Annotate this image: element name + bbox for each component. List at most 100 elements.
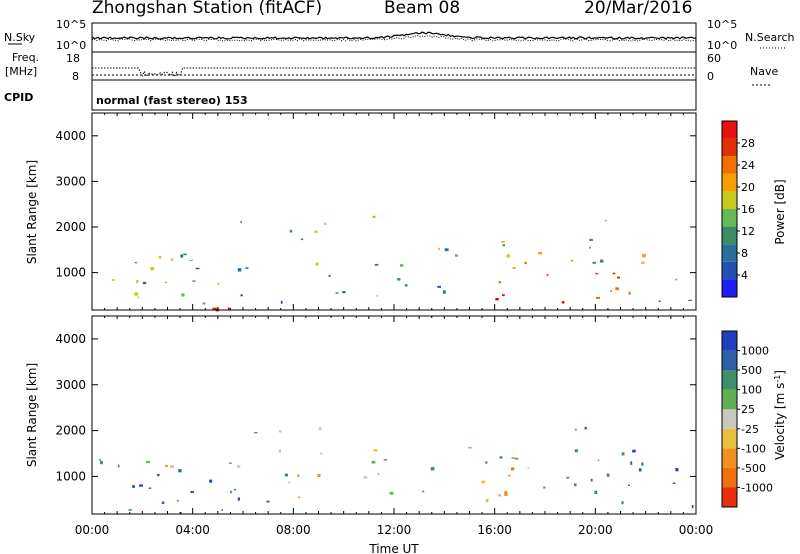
echo-cell [134,292,139,296]
x-tick-label: 16:00 [477,523,512,537]
echo-cell [280,300,283,304]
echo-cell [599,259,604,263]
echo-cell [641,462,644,466]
echo-cell [430,467,435,471]
echo-cell [610,290,612,292]
echo-cell [240,294,243,297]
station-title: Zhongshan Station (fitACF) [92,0,323,18]
echo-cell [515,457,519,460]
echo-cell [237,268,242,272]
echo-cell [616,276,620,279]
echo-cell [139,484,143,487]
nsky-trace [91,31,697,40]
echo-cell [404,284,408,287]
echo-cell [638,468,642,472]
freq-tick-high: 18 [66,52,80,65]
echo-cell [157,473,160,477]
colorbar-level: 28 [741,137,755,150]
echo-cell [137,296,140,299]
echo-cell [498,281,502,284]
cpid-label: CPID [4,91,33,104]
freq-trace [92,67,696,78]
echo-cell [372,215,376,218]
nave-label: Nave [750,65,778,78]
echo-cell [628,484,630,486]
echo-cell [604,219,607,222]
echo-cell [318,427,322,431]
echo-cell [566,476,570,479]
nave-tick-low: 0 [707,70,714,83]
echo-cell [180,512,182,514]
echo-cell [397,278,401,281]
x-tick-label: 20:00 [578,523,613,537]
echo-cell [227,307,230,310]
velocity-axes: 1000 2000 3000 4000 00:00 04:00 08:00 12:00 16:0… [55,316,713,537]
velocity-colorbar: 1000 500 100 25 -25 -100 -500 -1000 [721,330,773,508]
echo-cell [245,267,249,269]
echo-cell [389,491,394,495]
echo-cell [142,281,147,285]
colorbar-swatch [722,370,737,390]
colorbar-swatch [722,191,737,209]
nsearch-label: N.Search [745,31,795,44]
echo-cell [100,460,103,465]
echo-cell [335,292,339,294]
colorbar-level: 12 [741,225,755,238]
nsearch-tick-high: 10^5 [707,18,737,31]
echo-cell [328,274,331,277]
echo-cell [297,474,300,477]
echo-cell [233,489,237,491]
y-tick-label: 2000 [55,424,86,438]
echo-cell [400,264,404,267]
x-tick-label: 08:00 [276,523,311,537]
y-tick-label: 2000 [55,220,86,234]
echo-cell [300,238,304,241]
echo-cell [99,458,101,461]
echo-cell [438,247,440,251]
echo-cell [628,291,631,295]
nave-tick-high: 60 [707,52,721,65]
echo-cell [442,290,446,294]
colorbar-level: 16 [741,203,755,216]
echo-cell [574,428,577,431]
power-colorbar: 28 24 20 16 12 8 4 [721,120,755,298]
colorbar-swatch [722,389,737,410]
echo-cell [314,230,318,233]
x-tick-label: 00:00 [75,523,110,537]
echo-cell [298,496,301,499]
echo-cell [632,449,636,453]
echo-cell [217,282,220,285]
echo-cell [212,307,217,311]
echo-cell [422,490,425,493]
echo-cell [612,272,616,275]
echo-cell [221,509,223,511]
echo-cell [675,278,678,281]
echo-cell [165,465,168,468]
velocity-colorbar-label: Velocity [m s-1] [773,370,787,460]
echo-cell [508,474,511,477]
echo-cell [675,468,679,472]
colorbar-level: 25 [741,403,755,416]
power-colorbar-label: Power [dB] [773,179,787,244]
x-tick-label: 04:00 [175,523,210,537]
colorbar-swatch [722,121,737,139]
echo-cell [287,481,291,484]
echo-cell [376,295,379,297]
echo-cell [148,487,152,489]
cpid-panel-frame [91,79,697,111]
echo-cell [561,301,565,304]
echo-cell [691,505,694,509]
colorbar-swatch [722,350,737,371]
echo-cell [597,459,600,461]
echo-cell [240,221,242,223]
echo-cell [511,457,516,459]
echo-cell [128,509,132,511]
echo-cell [594,490,598,494]
echo-cell [543,486,546,489]
freq-unit-label: [MHz] [5,65,37,78]
echo-cell [621,501,624,505]
power-ylabel: Slant Range [km] [25,160,39,264]
echo-cell [181,293,185,297]
echo-cell [132,485,135,488]
